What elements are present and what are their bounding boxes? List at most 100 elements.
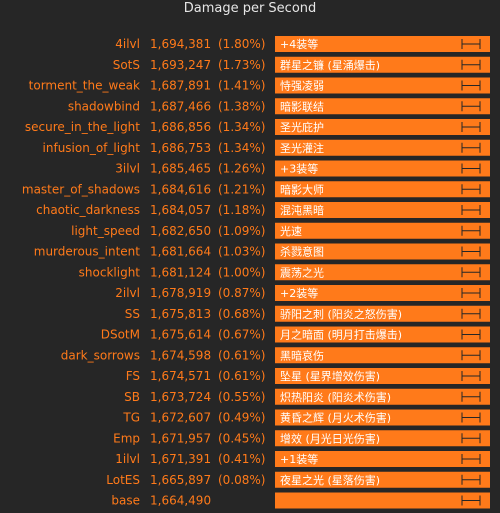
row-label: base <box>111 494 140 508</box>
dps-percent: (0.61%) <box>218 348 265 362</box>
bar-label: 群星之镰 (星涌爆击) <box>280 58 380 72</box>
row-label: TG <box>122 411 140 425</box>
dps-bar <box>275 119 490 135</box>
bar-label: 恃强凌弱 <box>280 79 324 93</box>
dps-percent: (0.08%) <box>218 473 265 487</box>
bar-label: 光速 <box>280 224 302 238</box>
dps-percent: (0.61%) <box>218 369 265 383</box>
dps-value: 1,675,614 <box>150 328 211 342</box>
dps-percent: (1.41%) <box>218 79 265 93</box>
row-label: SotS <box>113 58 140 72</box>
row-label: 1ilvl <box>115 452 140 466</box>
dps-bar <box>275 326 490 343</box>
dps-percent: (0.45%) <box>218 431 265 445</box>
dps-value: 1,686,856 <box>150 120 211 134</box>
bar-label: 月之暗面 (明月打击爆击) <box>280 328 402 342</box>
bar-label: 混沌黑暗 <box>280 203 324 217</box>
bar-label: 坠星 (星界增效伤害) <box>280 369 380 383</box>
chart-rows: 4ilvl 1,694,381 (1.80%) +4装等 SotS 1,693,247 (1… <box>22 36 490 509</box>
chart-title: Damage per Second <box>184 1 317 16</box>
bar-label: +2装等 <box>280 286 318 300</box>
dps-percent: (1.73%) <box>218 58 265 72</box>
dps-value: 1,664,490 <box>150 494 211 508</box>
dps-bar <box>275 305 490 322</box>
dps-percent: (1.38%) <box>218 99 265 113</box>
dps-percent: (0.87%) <box>218 286 265 300</box>
bar-label: 黑暗哀伤 <box>280 348 324 362</box>
bar-label: 震荡之光 <box>280 265 324 279</box>
bar-label: +4装等 <box>280 37 318 51</box>
bar-label: 圣光灌注 <box>280 141 324 155</box>
dps-value: 1,687,466 <box>150 99 211 113</box>
bar-label: 增效 (月光日光伤害) <box>280 431 380 445</box>
dps-bar <box>275 347 490 364</box>
dps-bar <box>275 36 490 52</box>
row-label: secure_in_the_light <box>25 120 140 134</box>
row-label: murderous_intent <box>34 245 141 259</box>
row-label: FS <box>126 369 140 383</box>
dps-percent: (1.26%) <box>218 162 265 176</box>
dps-bar <box>275 139 490 156</box>
dps-bar <box>275 56 490 73</box>
row-label: infusion_of_light <box>43 141 141 155</box>
dps-bar <box>275 409 490 426</box>
dps-value: 1,673,724 <box>150 390 211 404</box>
dps-percent: (1.03%) <box>218 245 265 259</box>
dps-percent: (1.34%) <box>218 120 265 134</box>
dps-value: 1,694,381 <box>150 37 211 51</box>
dps-value: 1,693,247 <box>150 58 211 72</box>
bar-label: 夜星之光 (星落伤害) <box>280 473 380 487</box>
dps-bar <box>275 77 490 94</box>
dps-value: 1,674,571 <box>150 369 211 383</box>
dps-percent: (0.49%) <box>218 411 265 425</box>
dps-bar <box>275 243 490 260</box>
dps-value: 1,678,919 <box>150 286 211 300</box>
row-label: master_of_shadows <box>22 182 140 196</box>
dps-percent: (0.41%) <box>218 452 265 466</box>
dps-percent: (1.80%) <box>218 37 265 51</box>
bar-label: 骄阳之刺 (阳炎之怒伤害) <box>280 307 402 321</box>
row-label: SB <box>124 390 140 404</box>
bar-label: +3装等 <box>280 162 318 176</box>
dps-value: 1,671,957 <box>150 431 211 445</box>
dps-value: 1,671,391 <box>150 452 211 466</box>
dps-bar <box>275 181 490 198</box>
row-label: dark_sorrows <box>61 348 140 362</box>
dps-bar <box>275 264 490 281</box>
dps-value: 1,672,607 <box>150 411 211 425</box>
dps-percent: (0.67%) <box>218 328 265 342</box>
row-label: shadowbind <box>68 99 140 113</box>
dps-bar <box>275 222 490 239</box>
bar-label: +1装等 <box>280 452 318 466</box>
dps-value: 1,681,124 <box>150 265 211 279</box>
dps-value: 1,684,057 <box>150 203 211 217</box>
dps-bar <box>275 492 490 509</box>
dps-value: 1,665,897 <box>150 473 211 487</box>
row-label: 4ilvl <box>115 37 140 51</box>
dps-value: 1,674,598 <box>150 348 211 362</box>
bar-label: 杀戮意图 <box>280 245 324 259</box>
dps-bar <box>275 368 490 384</box>
row-label: DSotM <box>101 328 140 342</box>
dps-value: 1,685,465 <box>150 162 211 176</box>
dps-bar <box>275 285 490 301</box>
row-label: chaotic_darkness <box>36 203 140 217</box>
bar-label: 暗影联结 <box>280 99 324 113</box>
dps-value: 1,681,664 <box>150 245 211 259</box>
row-label: Emp <box>113 431 140 445</box>
row-label: 2ilvl <box>115 286 140 300</box>
dps-percent: (1.18%) <box>218 203 265 217</box>
dps-percent: (1.34%) <box>218 141 265 155</box>
bar-label: 炽热阳炎 (阳炎术伤害) <box>280 390 391 404</box>
dps-percent: (0.55%) <box>218 390 265 404</box>
dps-value: 1,675,813 <box>150 307 211 321</box>
dps-value: 1,687,891 <box>150 79 211 93</box>
dps-percent: (1.21%) <box>218 182 265 196</box>
dps-bar <box>275 471 490 488</box>
dps-percent: (1.00%) <box>218 265 265 279</box>
dps-value: 1,682,650 <box>150 224 211 238</box>
dps-percent: (0.68%) <box>218 307 265 321</box>
row-label: SS <box>125 307 140 321</box>
row-label: torment_the_weak <box>29 79 140 93</box>
